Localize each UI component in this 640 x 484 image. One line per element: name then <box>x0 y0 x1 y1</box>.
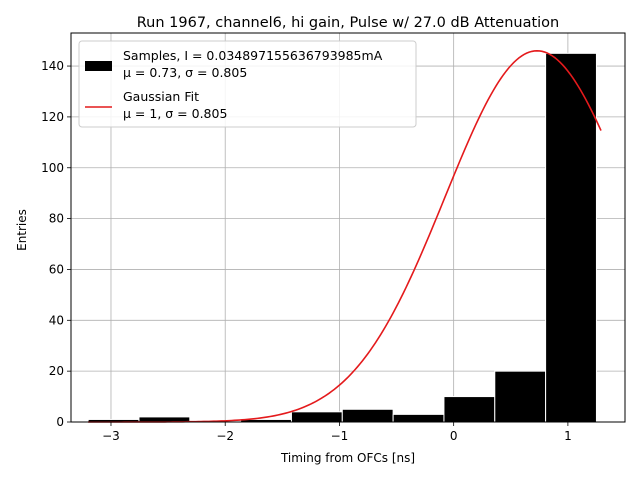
histogram-bar <box>392 413 445 423</box>
legend-label: μ = 1, σ = 0.805 <box>123 106 227 121</box>
legend-box <box>78 40 417 128</box>
y-tick-label: 0 <box>56 415 64 429</box>
x-tick-label: −1 <box>331 429 349 443</box>
x-axis-ticks: −3 −2 −1 0 1 <box>102 422 572 443</box>
x-tick-label: −2 <box>216 429 234 443</box>
histogram-bar <box>494 370 547 423</box>
x-tick-label: 0 <box>450 429 458 443</box>
x-tick-label: −3 <box>102 429 120 443</box>
legend: Samples, I = 0.034897155636793985mA μ = 0… <box>78 40 417 128</box>
y-tick-label: 20 <box>49 364 64 378</box>
y-axis-ticks: 0 20 40 60 80 100 120 140 <box>41 59 71 429</box>
legend-label: Gaussian Fit <box>123 89 199 104</box>
histogram-bar <box>341 408 394 423</box>
x-axis-label: Timing from OFCs [ns] <box>280 451 415 465</box>
y-axis-label: Entries <box>15 209 29 251</box>
y-tick-label: 40 <box>49 313 64 327</box>
histogram-bar <box>443 396 496 423</box>
legend-label: μ = 0.73, σ = 0.805 <box>123 65 247 80</box>
y-tick-label: 80 <box>49 212 64 226</box>
chart-title: Run 1967, channel6, hi gain, Pulse w/ 27… <box>137 15 560 31</box>
y-tick-label: 120 <box>41 110 64 124</box>
y-tick-label: 60 <box>49 262 64 276</box>
y-tick-label: 140 <box>41 59 64 73</box>
histogram-bars <box>87 52 597 423</box>
y-tick-label: 100 <box>41 161 64 175</box>
histogram-bar <box>545 52 597 423</box>
legend-patch <box>85 61 112 71</box>
legend-label: Samples, I = 0.034897155636793985mA <box>123 48 383 63</box>
histogram-bar <box>290 411 343 423</box>
plot-frame <box>70 32 626 423</box>
x-tick-label: 1 <box>564 429 572 443</box>
